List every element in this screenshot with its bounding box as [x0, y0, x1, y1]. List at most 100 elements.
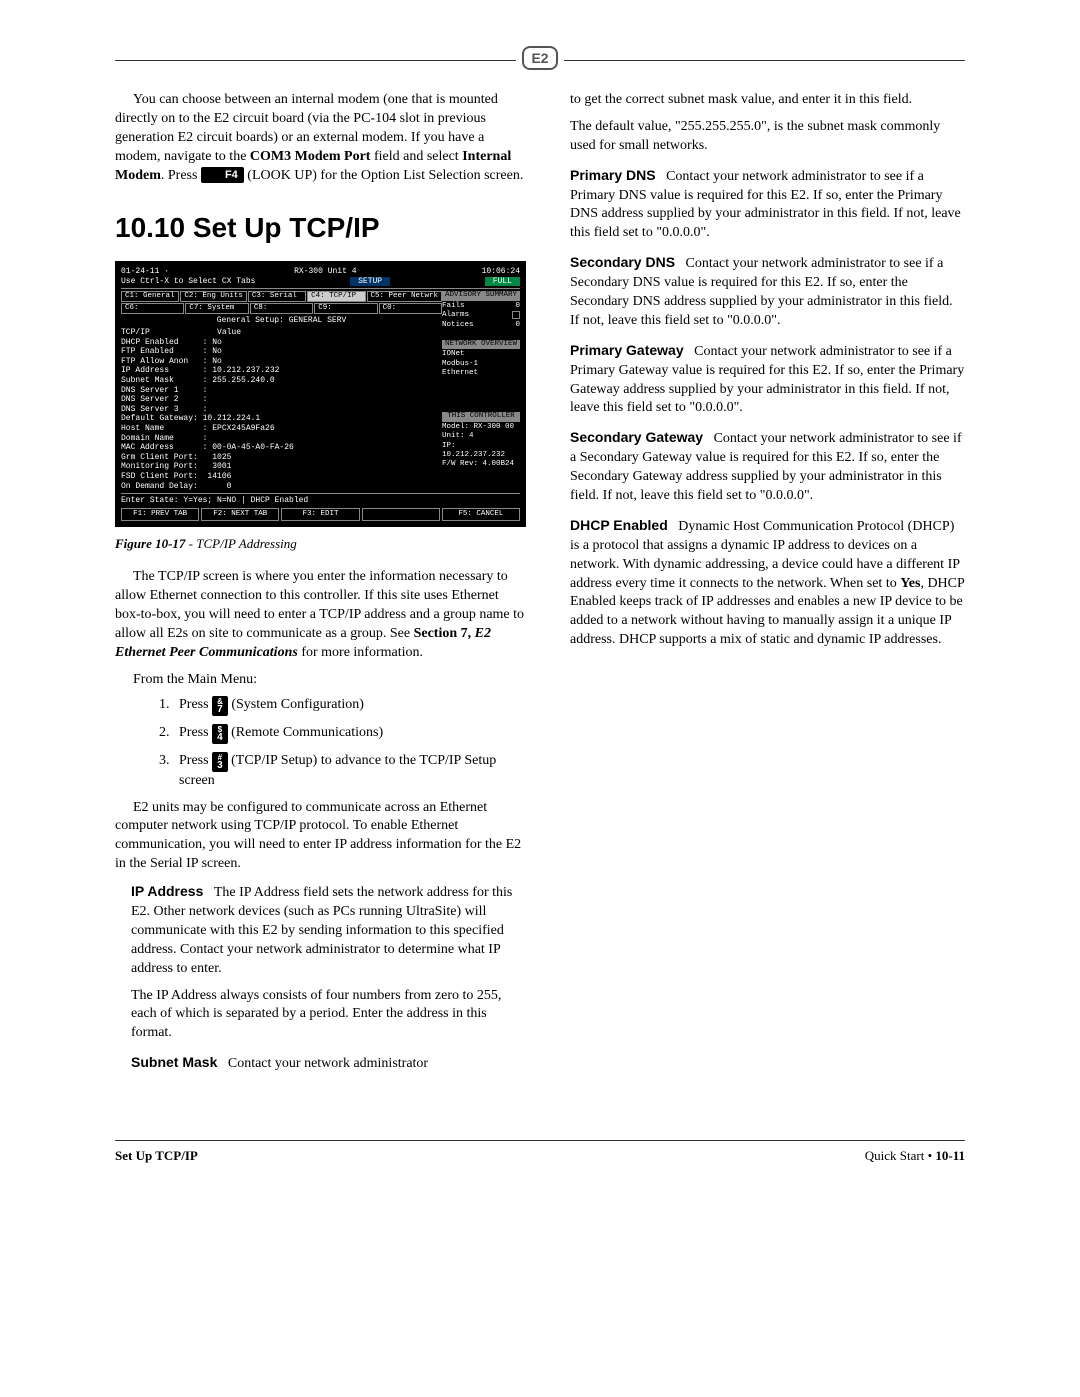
footer-right: Quick Start • 10-11 [865, 1147, 965, 1165]
intro-text-d: (LOOK UP) for the Option List Selection … [244, 168, 524, 183]
body-para-1: The TCP/IP screen is where you enter the… [115, 568, 526, 662]
scr-tabs-row1: C1: General C2: Eng Units C3: Serial C4:… [121, 291, 442, 302]
term-primary-dns: Primary DNS Contact your network adminis… [570, 166, 965, 244]
scr-net-label: Ethernet [442, 369, 478, 378]
scr-tab: C7: System [185, 303, 248, 314]
scr-enter-state: Enter State: Y=Yes; N=NO | DHCP Enabled [121, 496, 520, 506]
term-text: The IP Address always consists of four n… [131, 987, 526, 1044]
term-label: DHCP Enabled [570, 517, 668, 533]
scr-line: MAC Address : 00-0A-45-A0-FA-26 [121, 443, 442, 453]
term-subnet-mask-start: Subnet Mask Contact your network adminis… [131, 1053, 526, 1074]
steps-list: Press &7 (System Configuration) Press $4… [173, 696, 526, 791]
scr-line: DNS Server 3 : [121, 405, 442, 415]
scr-setup-bar: SETUP [350, 277, 390, 287]
step-item: Press $4 (Remote Communications) [173, 724, 526, 744]
scr-line: DNS Server 2 : [121, 395, 442, 405]
term-text: The default value, "255.255.255.0", is t… [570, 118, 965, 156]
scr-ctrl-line: Unit: 4 [442, 432, 520, 441]
figure-number: Figure 10-17 [115, 536, 185, 551]
term-subnet-mask-cont: to get the correct subnet mask value, an… [570, 91, 965, 156]
scr-tab: C3: Serial [248, 291, 306, 302]
term-label: Primary DNS [570, 167, 656, 183]
scr-ctrlx: Use Ctrl-X to Select CX Tabs [121, 277, 255, 287]
scr-net-label: IONet [442, 350, 465, 359]
scr-adv-label: Alarms [442, 311, 469, 320]
scr-controller-title: THIS CONTROLLER [442, 412, 520, 421]
footer-section-label: Quick Start • [865, 1148, 936, 1163]
figure-caption-text: - TCP/IP Addressing [185, 536, 296, 551]
scr-line: DNS Server 1 : [121, 386, 442, 396]
body-p1-c: for more information. [298, 645, 423, 660]
scr-network-title: NETWORK OVERVIEW [442, 340, 520, 349]
scr-field-header: TCP/IP Value [121, 328, 442, 338]
scr-tab: C8: [250, 303, 313, 314]
scr-fkey-row: F1: PREV TAB F2: NEXT TAB F3: EDIT F5: C… [121, 508, 520, 521]
scr-fkey: F2: NEXT TAB [201, 508, 279, 521]
step-item: Press &7 (System Configuration) [173, 696, 526, 716]
scr-fkey: F5: CANCEL [442, 508, 520, 521]
scr-ctrl-line: Model: RX-300 00 [442, 423, 520, 432]
scr-line: Grm Client Port: 1025 [121, 453, 442, 463]
step-text: (System Configuration) [228, 697, 364, 712]
term-text: to get the correct subnet mask value, an… [570, 91, 965, 110]
scr-tab: C6: [121, 303, 184, 314]
term-dhcp-enabled: DHCP Enabled Dynamic Host Communication … [570, 516, 965, 650]
footer-rule [115, 1140, 965, 1141]
scr-time: 10:06:24 [482, 267, 520, 277]
scr-subtitle: General Setup: GENERAL SERV [121, 316, 442, 326]
scr-tab-active: C4: TCP/IP [307, 291, 365, 302]
term-ip-address: IP Address The IP Address field sets the… [131, 882, 526, 1043]
scr-unit: RX-300 Unit 4 [294, 267, 356, 277]
body-p1-section: Section 7, [414, 626, 475, 641]
term-label: Secondary Gateway [570, 429, 703, 445]
scr-fkey: F1: PREV TAB [121, 508, 199, 521]
scr-line: DHCP Enabled : No [121, 338, 442, 348]
intro-paragraph: You can choose between an internal modem… [115, 91, 526, 185]
term-primary-gateway: Primary Gateway Contact your network adm… [570, 341, 965, 419]
scr-net-label: Modbus-1 [442, 360, 478, 369]
intro-bold-1: COM3 Modem Port [250, 149, 371, 164]
scr-adv-label: Fails [442, 302, 465, 311]
term-label: Subnet Mask [131, 1054, 217, 1070]
scr-date: 01-24-11 · [121, 267, 169, 277]
scr-tab: C0: [379, 303, 442, 314]
term-text-bold: Yes [900, 576, 920, 591]
scr-tabs-row2: C6: C7: System C8: C9: C0: [121, 303, 442, 314]
two-column-layout: You can choose between an internal modem… [0, 91, 1080, 1084]
header-rule: E2 [115, 60, 965, 61]
scr-ctrl-line: F/W Rev: 4.00B24 [442, 460, 520, 469]
header-logo-wrap: E2 [516, 46, 564, 70]
scr-tab: C2: Eng Units [180, 291, 247, 302]
right-column: to get the correct subnet mask value, an… [554, 91, 965, 1084]
scr-adv-label: Notices [442, 321, 474, 330]
key-4-icon: $4 [212, 724, 228, 744]
term-label: Secondary DNS [570, 254, 675, 270]
scr-line: IP Address : 10.212.237.232 [121, 366, 442, 376]
intro-text-c: . Press [161, 168, 201, 183]
term-secondary-dns: Secondary DNS Contact your network admin… [570, 253, 965, 331]
footer-page-number: 10-11 [935, 1148, 965, 1163]
scr-ctrl-line: IP: 10.212.237.232 [442, 442, 520, 461]
scr-adv-val: 0 [515, 302, 520, 311]
page: E2 You can choose between an internal mo… [0, 60, 1080, 1165]
scr-fkey: F3: EDIT [281, 508, 359, 521]
scr-advisory-title: ADVISORY SUMMARY [442, 291, 520, 300]
term-label: IP Address [131, 883, 203, 899]
term-secondary-gateway: Secondary Gateway Contact your network a… [570, 428, 965, 506]
scr-line: FTP Allow Anon : No [121, 357, 442, 367]
term-label: Primary Gateway [570, 342, 684, 358]
step-text: (Remote Communications) [228, 725, 384, 740]
footer-left: Set Up TCP/IP [115, 1147, 198, 1165]
page-footer: Set Up TCP/IP Quick Start • 10-11 [0, 1147, 1080, 1165]
key-7-icon: &7 [212, 696, 228, 716]
term-text: Contact your network administrator [228, 1056, 428, 1071]
scr-line: Monitoring Port: 3001 [121, 462, 442, 472]
scr-fkey [362, 508, 440, 521]
tcpip-screenshot: 01-24-11 · RX-300 Unit 4 10:06:24 Use Ct… [115, 261, 526, 526]
scr-alarm-box-icon [512, 311, 520, 319]
intro-text-b: field and select [370, 149, 462, 164]
section-title: 10.10 Set Up TCP/IP [115, 209, 526, 247]
step-item: Press #3 (TCP/IP Setup) to advance to th… [173, 752, 526, 791]
scr-full-bar: FULL [485, 277, 520, 287]
body-para-2: E2 units may be configured to communicat… [115, 799, 526, 875]
